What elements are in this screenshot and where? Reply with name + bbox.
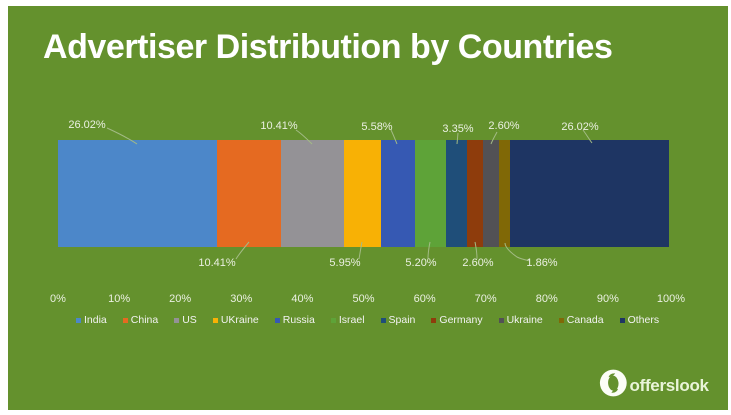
svg-text:offerslook: offerslook xyxy=(630,376,710,395)
